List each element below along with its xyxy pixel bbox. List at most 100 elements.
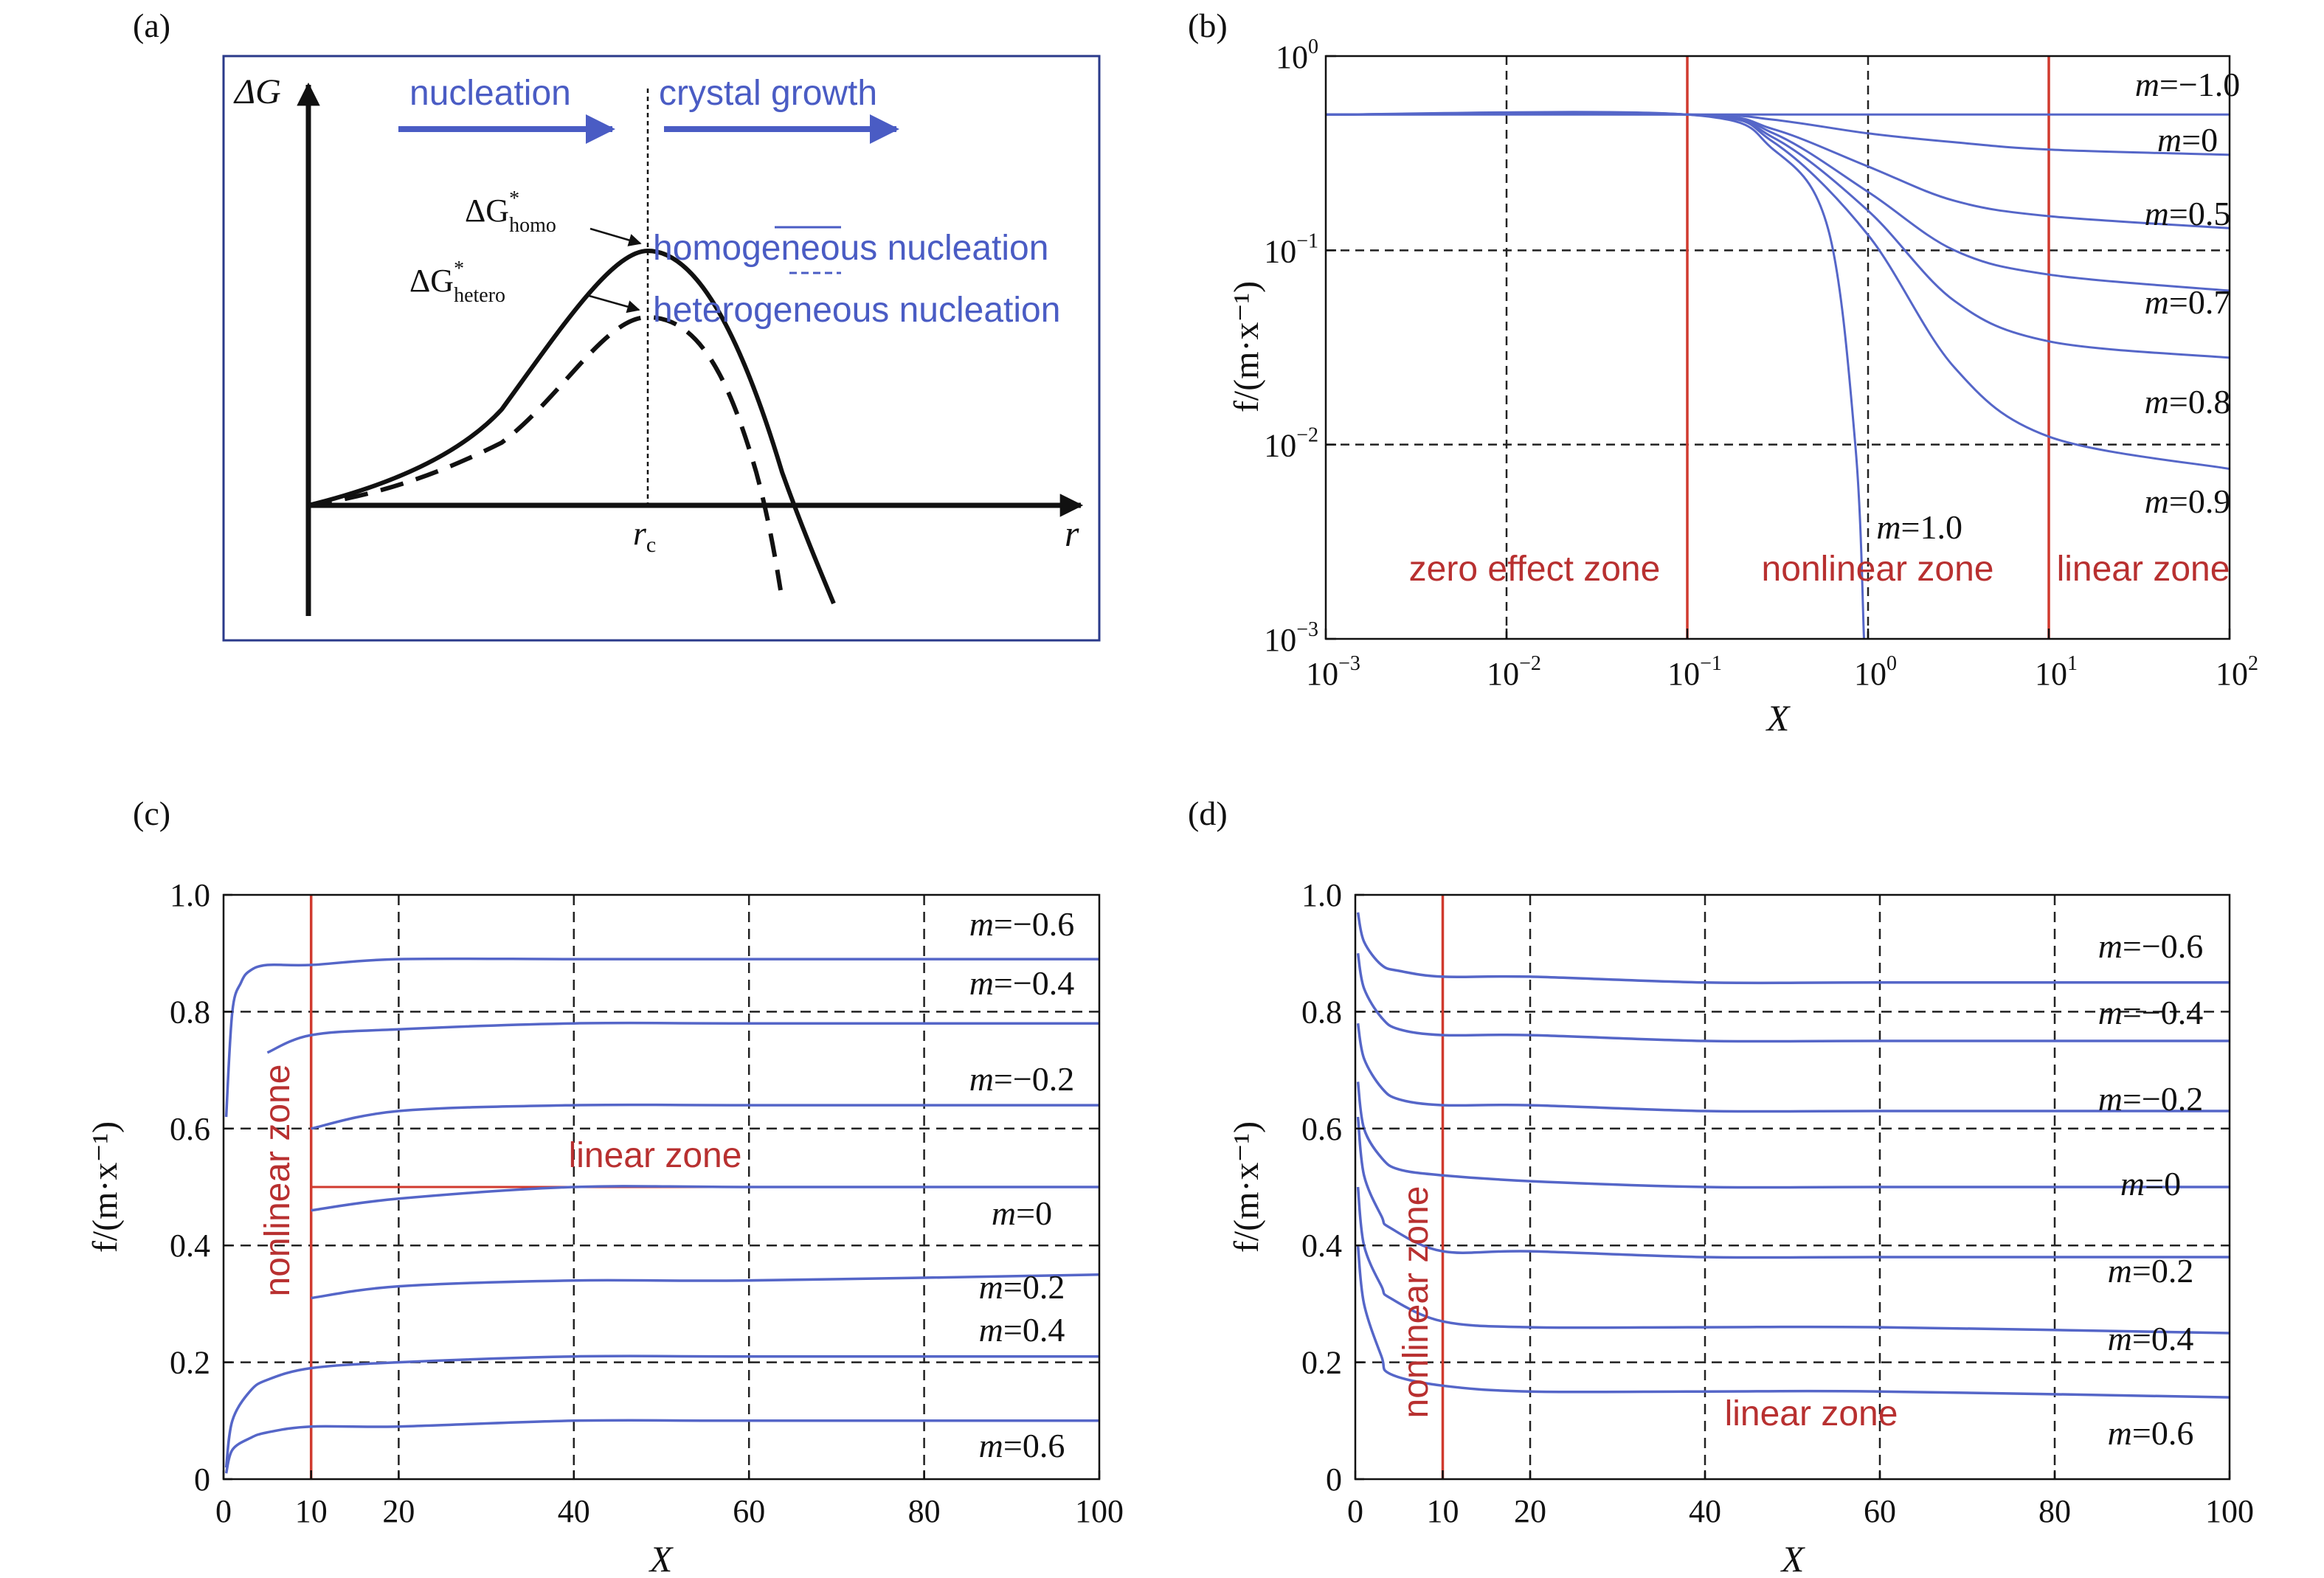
panel-d-xtick: 10: [1427, 1493, 1459, 1529]
panel-a-y-label: ΔG: [233, 72, 281, 111]
panel-a-homo-pointer: [589, 227, 642, 246]
panel-b-label-4: m=0.8: [2145, 383, 2231, 421]
panel-c-ytick: 1.0: [170, 877, 210, 913]
panel-c-series-6: [224, 1419, 1099, 1474]
panel-d-tick-labels: 0 10 20 40 60 80 100 0 0.2 0.4 0.6 0.8 1.0: [1301, 877, 2254, 1529]
panel-d-ytick: 0.6: [1301, 1111, 1342, 1147]
panel-d-label-5: m=0.4: [2108, 1320, 2194, 1357]
panel-b-x-label: X: [1766, 697, 1791, 738]
panel-d-ytick: 0.2: [1301, 1345, 1342, 1381]
panel-d-ytick: 0.4: [1301, 1228, 1342, 1264]
panel-b-series-5: [1325, 111, 2230, 471]
panel-b-ytick: 10−1: [1264, 229, 1318, 269]
panel-c-y-label: f/(m·x⁻¹): [86, 1121, 125, 1253]
panel-c-label-1: m=−0.4: [969, 964, 1075, 1002]
panel-b-label-5: m=0.9: [2145, 482, 2231, 520]
panel-d-xtick: 100: [2205, 1493, 2254, 1529]
panel-label-d: (d): [1188, 795, 1228, 832]
panel-d-series-3: [1356, 1082, 2230, 1189]
panel-c-series-3: [311, 1185, 1099, 1212]
panel-b-series-4: [1325, 111, 2230, 359]
panel-c-curves: [224, 957, 1100, 1474]
panel-c-series-5: [224, 1354, 1099, 1468]
panel-a-legend-homogeneous: homogeneous nucleation: [653, 229, 1048, 268]
panel-b-ytick: 100: [1276, 35, 1318, 75]
panel-c-label-2: m=−0.2: [969, 1060, 1075, 1098]
panel-label-b: (b): [1188, 7, 1228, 44]
panel-b-zone-zero: zero effect zone: [1409, 550, 1661, 589]
panel-a-critical-label: rc: [633, 514, 656, 557]
panel-b-curves: [1325, 111, 2230, 640]
panel-d-series-5: [1356, 1186, 2230, 1335]
panel-c-label-5: m=0.4: [979, 1311, 1065, 1349]
panel-d-series-2: [1356, 1022, 2230, 1113]
panel-b-xtick: 102: [2216, 652, 2258, 692]
panel-c-series-0: [224, 957, 1099, 1118]
panel-c-xtick: 10: [295, 1493, 328, 1529]
panel-d-xtick: 0: [1347, 1493, 1363, 1529]
panel-b-log-chart: 10−3 10−2 10−1 100 101 102 10−3 10−2 10−1 100 X f…: [1227, 35, 2258, 738]
panel-c-series-labels: m=−0.6 m=−0.4 m=−0.2 m=0 m=0.2 m=0.4 m=0.6: [969, 905, 1075, 1464]
panel-d-label-6: m=0.6: [2108, 1414, 2194, 1452]
panel-d-series-6: [1356, 1245, 2230, 1399]
panel-c-tick-labels: 0 10 20 40 60 80 100 0 0.2 0.4 0.6 0.8 1.0: [170, 877, 1124, 1529]
panel-c-xtick: 20: [382, 1493, 415, 1529]
panel-a-frame: [222, 55, 1101, 642]
panel-b-frame: [1324, 55, 2231, 640]
panel-b-label-3: m=0.7: [2145, 283, 2231, 321]
panel-c-label-0: m=−0.6: [969, 905, 1075, 943]
panel-c-xtick: 80: [908, 1493, 941, 1529]
panel-d-xtick: 60: [1864, 1493, 1896, 1529]
panel-d-ytick: 1.0: [1301, 877, 1342, 913]
panel-b-ytick: 10−3: [1264, 618, 1318, 658]
panel-a-x-label: r: [1065, 513, 1079, 554]
panel-a-hetero-annotation: ΔG* hetero: [409, 257, 505, 307]
panel-a-homo-annotation: ΔG* homo: [465, 187, 556, 237]
panel-d-label-2: m=−0.2: [2098, 1080, 2204, 1118]
panel-d-curves: [1356, 912, 2230, 1399]
panel-label-c: (c): [133, 795, 170, 832]
panel-a-hetero-pointer: [586, 294, 640, 314]
panel-a-legend-heterogeneous: heterogeneous nucleation: [653, 291, 1060, 330]
panel-d-ytick: 0: [1326, 1461, 1342, 1498]
panel-b-xtick: 10−3: [1306, 652, 1360, 692]
panel-d-frame: [1354, 893, 2231, 1481]
panel-d-series-1: [1356, 952, 2230, 1043]
panel-d-xtick: 80: [2038, 1493, 2071, 1529]
panel-c-zone-nonlinear: nonlinear zone: [258, 1065, 297, 1297]
panel-c-series-1: [266, 1021, 1099, 1054]
panel-c-ytick: 0.6: [170, 1111, 210, 1147]
panel-b-ytick: 10−2: [1264, 424, 1318, 464]
panel-c-xtick: 60: [733, 1493, 765, 1529]
panel-c-ytick: 0.4: [170, 1228, 210, 1264]
panel-d-label-3: m=0: [2120, 1165, 2181, 1202]
panel-c-xtick: 0: [215, 1493, 232, 1529]
panel-a-growth-label: crystal growth: [659, 74, 877, 113]
panel-c-label-3: m=0: [992, 1194, 1052, 1232]
panel-a-nucleation-diagram: ΔG r rc nucleation crystal growth ΔG* hom…: [222, 55, 1101, 642]
panel-d-xtick: 20: [1514, 1493, 1546, 1529]
panel-a-homogeneous-curve: [308, 248, 836, 605]
panel-a-heterogeneous-curve: [308, 314, 783, 591]
panel-d-label-0: m=−0.6: [2098, 927, 2204, 965]
panel-c-label-6: m=0.6: [979, 1427, 1065, 1464]
panel-d-label-1: m=−0.4: [2098, 994, 2204, 1031]
panel-c-frame: [222, 893, 1101, 1481]
panel-b-label-0: m=−1.0: [2135, 66, 2241, 103]
panel-c-ytick: 0.2: [170, 1345, 210, 1381]
panel-b-zone-nonlinear: nonlinear zone: [1762, 550, 1994, 589]
panel-c-ytick: 0: [194, 1461, 210, 1498]
panel-b-y-label: f/(m·x⁻¹): [1227, 281, 1266, 412]
panel-c-xtick: 40: [558, 1493, 590, 1529]
panel-b-xtick: 101: [2035, 652, 2078, 692]
panel-c-label-4: m=0.2: [979, 1268, 1065, 1306]
panel-a-nucleation-label: nucleation: [409, 74, 571, 113]
panel-d-ytick: 0.8: [1301, 994, 1342, 1030]
panel-d-y-label: f/(m·x⁻¹): [1227, 1121, 1266, 1253]
panel-d-series-0: [1356, 912, 2230, 985]
panel-b-xtick: 100: [1854, 652, 1897, 692]
panel-d-zone-nonlinear: nonlinear zone: [1397, 1186, 1436, 1419]
panel-d-series-labels: m=−0.6 m=−0.4 m=−0.2 m=0 m=0.2 m=0.4 m=0.6: [2098, 927, 2204, 1452]
panel-c-zone-linear: linear zone: [569, 1136, 742, 1175]
panel-b-series-2: [1325, 112, 2230, 229]
